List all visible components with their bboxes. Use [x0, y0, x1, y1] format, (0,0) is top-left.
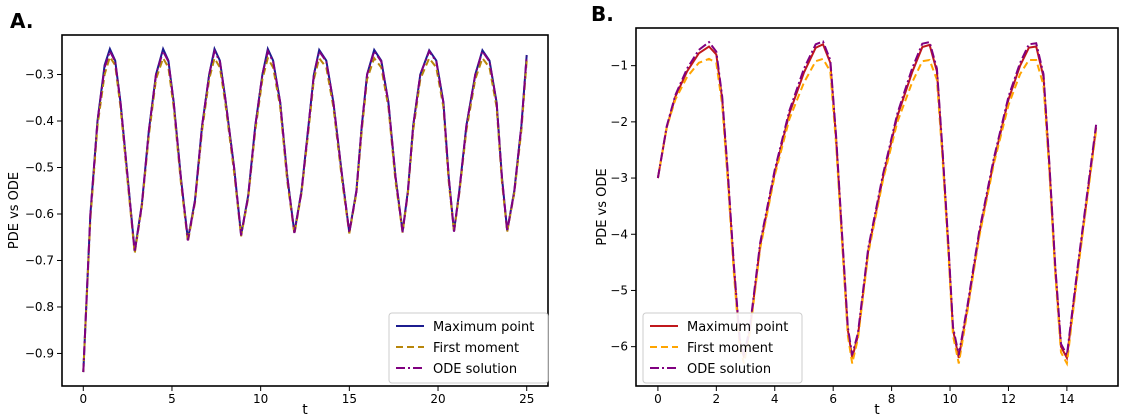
x-axis-label: t: [302, 402, 308, 418]
legend: Maximum point First moment ODE solution: [388, 312, 549, 384]
x-tick-label: 20: [430, 392, 445, 406]
y-tick-label: −0.5: [25, 160, 54, 174]
x-tick-label: 10: [253, 392, 268, 406]
plot-frame: [61, 34, 549, 387]
x-tick-label: 15: [342, 392, 357, 406]
legend-label: Maximum point: [433, 320, 534, 335]
legend-label: First moment: [433, 341, 519, 356]
y-tick-label: −0.7: [25, 253, 54, 267]
y-tick-label: −0.8: [25, 300, 54, 314]
y-tick-label: −0.6: [25, 207, 54, 221]
y-tick-label: −0.9: [25, 346, 54, 360]
x-tick-label: 5: [168, 392, 176, 406]
legend-label: ODE solution: [433, 362, 517, 377]
x-tick-label: 25: [519, 392, 534, 406]
x-tick-label: 0: [79, 392, 87, 406]
panel-label-b: B.: [591, 2, 614, 26]
panel-label-a: A.: [10, 9, 34, 33]
legend-box: [388, 312, 549, 384]
y-tick-label: −0.3: [25, 68, 54, 82]
y-tick-label: −0.4: [25, 114, 54, 128]
y-axis-label: PDE vs ODE: [7, 172, 22, 249]
